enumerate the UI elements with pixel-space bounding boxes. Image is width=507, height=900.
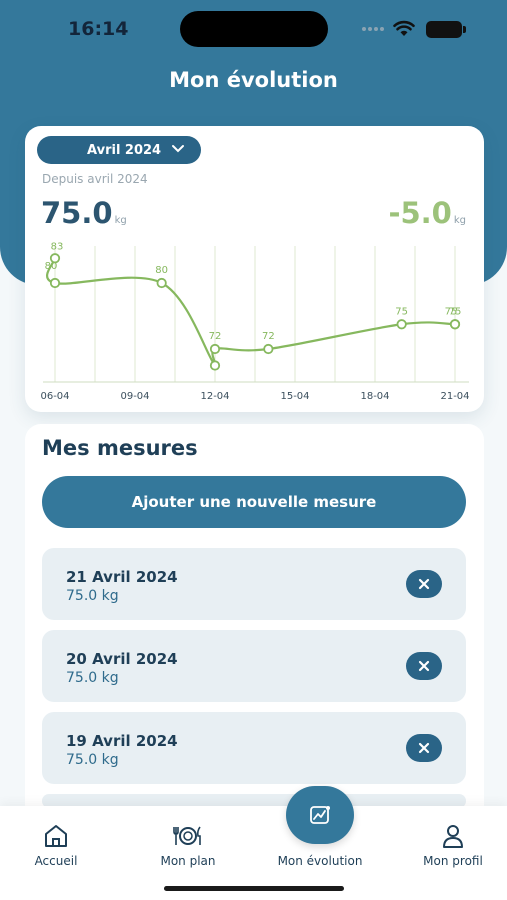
month-selector[interactable]: Avril 2024 [37,136,201,164]
tab-plan-label: Mon plan [160,854,216,868]
x-tick-label: 18-04 [360,391,389,402]
add-measure-button[interactable]: Ajouter une nouvelle mesure [42,476,466,528]
tab-bar: Accueil Mon plan Mon évolution Mon profi… [0,806,507,900]
data-point [209,343,221,355]
battery-icon [426,21,466,38]
status-bar: 16:14 [0,0,507,60]
measure-date: 20 Avril 2024 [66,650,178,668]
measure-date: 21 Avril 2024 [66,568,178,586]
current-weight-value: 75.0 [41,196,113,230]
data-label: 75 [445,306,458,317]
data-point [209,360,221,371]
data-label: 72 [209,331,222,342]
x-tick-label: 12-04 [200,391,229,402]
data-label: 75 [449,306,462,317]
signal-icon [362,27,384,31]
data-label: 75 [395,306,408,317]
measure-item-partial [42,794,466,808]
wifi-icon [393,20,415,36]
x-tick-label: 06-04 [40,391,69,402]
data-point [396,319,407,330]
data-label: 80 [155,265,168,276]
data-label: 72 [262,331,275,342]
data-point [49,277,61,289]
since-label: Depuis avril 2024 [42,172,148,186]
tab-home[interactable]: Accueil [6,822,106,868]
measure-weight: 75.0 kg [66,670,119,686]
tab-home-label: Accueil [34,854,78,868]
tab-evolution-label: Mon évolution [277,854,363,868]
measure-date: 19 Avril 2024 [66,732,178,750]
user-icon [443,825,463,848]
measure-item: 20 Avril 2024 75.0 kg [42,630,466,702]
weight-delta-unit: kg [453,215,466,226]
evolution-fab-button[interactable] [286,786,354,844]
tab-profile-label: Mon profil [423,854,483,868]
delete-measure-button[interactable] [406,734,442,762]
measures-title: Mes mesures [42,436,198,460]
data-point [156,277,167,289]
current-weight-unit: kg [114,215,127,226]
plate-icon [173,826,201,845]
measure-item: 21 Avril 2024 75.0 kg [42,548,466,620]
dynamic-island [180,11,328,47]
measure-weight: 75.0 kg [66,588,119,604]
delete-measure-button[interactable] [406,570,442,598]
delete-measure-button[interactable] [406,652,442,680]
progress-card: Avril 2024 Depuis avril 2024 75.0 kg -5.0… [25,126,484,412]
x-tick-label: 21-04 [440,391,469,402]
measure-weight: 75.0 kg [66,752,119,768]
current-weight: 75.0 kg [41,196,127,230]
measure-item: 19 Avril 2024 75.0 kg [42,712,466,784]
x-tick-label: 15-04 [280,391,309,402]
close-icon [418,742,430,754]
weight-delta: -5.0 kg [388,196,466,230]
chevron-down-icon [172,145,184,153]
close-icon [418,660,430,672]
home-icon [45,825,67,847]
data-point [49,253,61,264]
tab-plan[interactable]: Mon plan [138,822,238,868]
tab-evolution[interactable]: Mon évolution [270,822,370,868]
page-title: Mon évolution [169,68,338,92]
chart-icon [310,806,330,824]
month-selector-label: Avril 2024 [87,142,162,158]
data-label: 83 [51,241,64,252]
data-label: 80 [45,261,58,272]
weight-chart: 06-04 09-04 12-04 15-04 18-04 21-04 83 80 80 72 72… [40,241,469,402]
data-point [263,343,274,355]
home-indicator [164,886,344,891]
close-icon [418,578,430,590]
x-tick-label: 09-04 [120,391,149,402]
tab-profile[interactable]: Mon profil [403,822,503,868]
status-time: 16:14 [68,18,129,40]
data-point [449,319,461,330]
weight-delta-value: -5.0 [388,196,452,230]
